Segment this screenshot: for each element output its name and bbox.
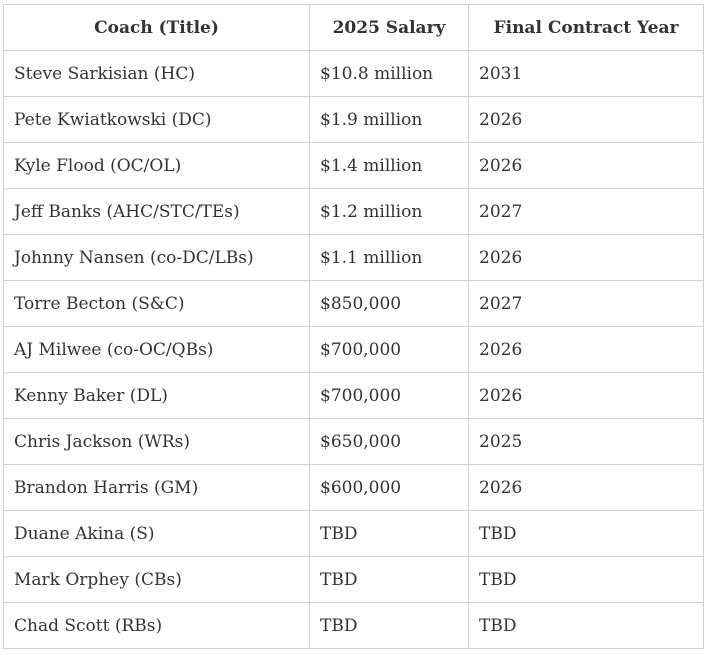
table-row: Torre Becton (S&C) $850,000 2027 [3, 280, 704, 327]
coach-cell: Johnny Nansen (co-DC/LBs) [3, 234, 310, 281]
table-row: Chris Jackson (WRs) $650,000 2025 [3, 418, 704, 465]
coach-cell: Kenny Baker (DL) [3, 372, 310, 419]
contract-year-cell: 2026 [468, 326, 704, 373]
contract-year-cell: 2026 [468, 372, 704, 419]
coach-cell: Jeff Banks (AHC/STC/TEs) [3, 188, 310, 235]
contract-year-cell: 2031 [468, 50, 704, 97]
salary-cell: $1.2 million [309, 188, 469, 235]
salary-cell: $600,000 [309, 464, 469, 511]
coach-cell: Kyle Flood (OC/OL) [3, 142, 310, 189]
contract-year-cell: TBD [468, 602, 704, 649]
coach-cell: Torre Becton (S&C) [3, 280, 310, 327]
coach-cell: Mark Orphey (CBs) [3, 556, 310, 603]
coach-cell: Chad Scott (RBs) [3, 602, 310, 649]
header-final-contract-year: Final Contract Year [468, 4, 704, 51]
table-row: Chad Scott (RBs) TBD TBD [3, 602, 704, 649]
salary-cell: $1.4 million [309, 142, 469, 189]
table-row: Steve Sarkisian (HC) $10.8 million 2031 [3, 50, 704, 97]
salary-cell: TBD [309, 602, 469, 649]
contract-year-cell: TBD [468, 510, 704, 557]
table-row: Mark Orphey (CBs) TBD TBD [3, 556, 704, 603]
table-row: Brandon Harris (GM) $600,000 2026 [3, 464, 704, 511]
contract-year-cell: 2026 [468, 234, 704, 281]
salary-cell: $700,000 [309, 326, 469, 373]
header-coach-title: Coach (Title) [3, 4, 310, 51]
salary-cell: $1.1 million [309, 234, 469, 281]
salary-cell: $10.8 million [309, 50, 469, 97]
table-row: Pete Kwiatkowski (DC) $1.9 million 2026 [3, 96, 704, 143]
coach-cell: Duane Akina (S) [3, 510, 310, 557]
contract-year-cell: 2026 [468, 142, 704, 189]
salary-cell: $700,000 [309, 372, 469, 419]
table-row: Duane Akina (S) TBD TBD [3, 510, 704, 557]
salary-cell: TBD [309, 556, 469, 603]
salary-cell: TBD [309, 510, 469, 557]
contract-year-cell: 2027 [468, 188, 704, 235]
coach-cell: Chris Jackson (WRs) [3, 418, 310, 465]
table-container: Coach (Title) 2025 Salary Final Contract… [3, 4, 704, 649]
coach-cell: Steve Sarkisian (HC) [3, 50, 310, 97]
coach-cell: Pete Kwiatkowski (DC) [3, 96, 310, 143]
contract-year-cell: 2026 [468, 96, 704, 143]
table-row: Jeff Banks (AHC/STC/TEs) $1.2 million 2027 [3, 188, 704, 235]
table-row: AJ Milwee (co-OC/QBs) $700,000 2026 [3, 326, 704, 373]
coach-cell: AJ Milwee (co-OC/QBs) [3, 326, 310, 373]
coach-cell: Brandon Harris (GM) [3, 464, 310, 511]
contract-year-cell: 2025 [468, 418, 704, 465]
contract-year-cell: 2026 [468, 464, 704, 511]
table-row: Kenny Baker (DL) $700,000 2026 [3, 372, 704, 419]
header-2025-salary: 2025 Salary [309, 4, 469, 51]
table-header-row: Coach (Title) 2025 Salary Final Contract… [3, 4, 704, 51]
salary-cell: $650,000 [309, 418, 469, 465]
table-body: Steve Sarkisian (HC) $10.8 million 2031 Pet… [3, 50, 704, 649]
table-row: Kyle Flood (OC/OL) $1.4 million 2026 [3, 142, 704, 189]
salary-cell: $1.9 million [309, 96, 469, 143]
coach-salary-table: Coach (Title) 2025 Salary Final Contract… [3, 4, 704, 649]
table-row: Johnny Nansen (co-DC/LBs) $1.1 million 202… [3, 234, 704, 281]
salary-cell: $850,000 [309, 280, 469, 327]
contract-year-cell: TBD [468, 556, 704, 603]
contract-year-cell: 2027 [468, 280, 704, 327]
